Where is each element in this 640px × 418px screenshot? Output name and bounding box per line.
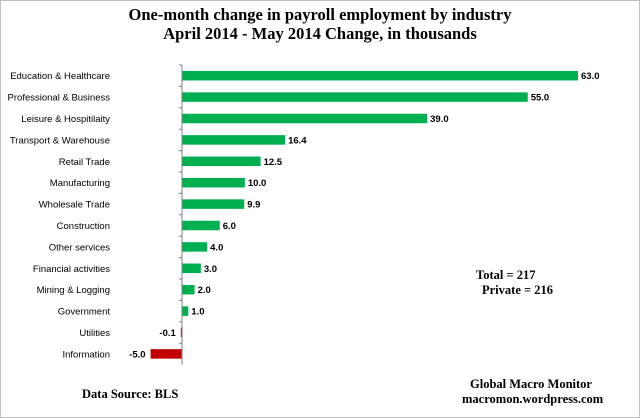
category-label: Mining & Logging (37, 285, 110, 296)
bar (182, 242, 208, 252)
category-label: Education & Healthcare (10, 71, 110, 82)
bar (182, 113, 428, 124)
bar (182, 156, 261, 167)
bar (182, 199, 245, 209)
brand-site: macromon.wordpress.com (462, 392, 604, 406)
category-label: Retail Trade (59, 157, 110, 168)
data-label: 16.4 (288, 135, 307, 146)
data-label: 10.0 (248, 178, 267, 189)
category-label: Manufacturing (50, 178, 110, 189)
total-annotation: Total = 217 (476, 268, 536, 282)
bar (182, 306, 189, 316)
private-annotation: Private = 216 (482, 283, 553, 297)
bar (182, 220, 220, 231)
category-label: Information (62, 349, 110, 360)
bar (182, 177, 245, 188)
category-label: Leisure & Hospitilaity (21, 114, 110, 125)
data-label: 4.0 (210, 242, 223, 253)
bar (182, 92, 528, 102)
data-label: 9.9 (247, 200, 260, 211)
category-label: Construction (57, 221, 110, 232)
data-label: 63.0 (581, 71, 600, 82)
data-label: 55.0 (531, 93, 550, 104)
bar (180, 327, 182, 338)
brand-name: Global Macro Monitor (470, 377, 592, 391)
category-label: Utilities (79, 328, 110, 339)
data-label: 6.0 (223, 221, 236, 232)
data-label: 3.0 (204, 264, 217, 275)
data-label: 39.0 (430, 114, 449, 125)
category-label: Other services (49, 242, 110, 253)
data-label: 2.0 (198, 285, 211, 296)
data-source-note: Data Source: BLS (82, 387, 179, 401)
category-label: Transport & Warehouse (10, 135, 110, 146)
bar (182, 70, 578, 81)
data-label: 12.5 (264, 157, 283, 168)
chart-subtitle: April 2014 - May 2014 Change, in thousan… (163, 24, 477, 43)
data-label: -0.1 (159, 328, 176, 339)
category-label: Professional & Business (8, 93, 111, 104)
data-label: 1.0 (191, 307, 204, 318)
bar (182, 263, 201, 274)
category-label: Financial activities (33, 264, 110, 275)
bar (182, 135, 286, 145)
chart-title: One-month change in payroll employment b… (128, 5, 512, 24)
bar (182, 284, 195, 295)
data-label: -5.0 (129, 349, 145, 360)
category-label: Wholesale Trade (39, 200, 110, 211)
category-label: Government (58, 307, 111, 318)
bar (150, 349, 182, 359)
